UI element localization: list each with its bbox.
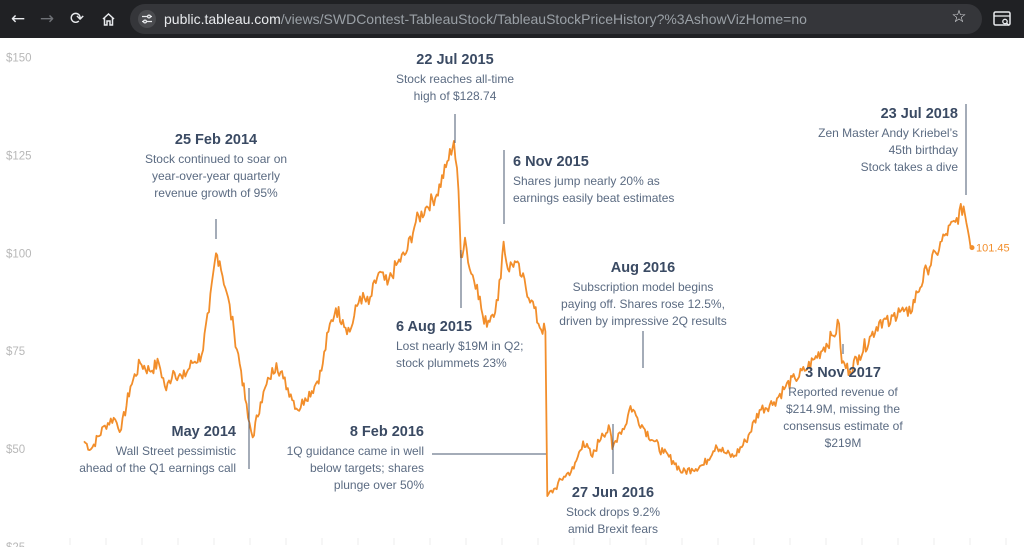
stock-price-line[interactable] bbox=[83, 140, 973, 497]
annotation-text-line: Shares jump nearly 20% as bbox=[513, 174, 660, 188]
annotation: 23 Jul 2018 Zen Master Andy Kriebel’s 45th… bbox=[818, 104, 967, 195]
background-tick-marks bbox=[69, 538, 1007, 545]
annotation-date: 25 Feb 2014 bbox=[175, 132, 257, 148]
annotation-text-line: paying off. Shares rose 12.5%, bbox=[561, 297, 725, 311]
annotation-text-line: Stock continued to soar on bbox=[145, 152, 287, 166]
annotation-text-line: Stock reaches all-time bbox=[396, 72, 514, 86]
y-tick-label: $125 bbox=[6, 150, 32, 162]
annotation: 6 Aug 2015 Lost nearly $19M in Q2; stock p… bbox=[396, 250, 523, 370]
end-point[interactable] bbox=[969, 245, 975, 251]
home-icon[interactable] bbox=[96, 7, 120, 31]
annotation: 6 Nov 2015 Shares jump nearly 20% as earni… bbox=[503, 150, 674, 224]
y-tick-label: $75 bbox=[6, 346, 25, 358]
annotation-date: 6 Nov 2015 bbox=[513, 154, 589, 170]
annotation-text-line: Zen Master Andy Kriebel’s bbox=[818, 126, 958, 140]
annotation-date: 22 Jul 2015 bbox=[416, 52, 493, 68]
annotation-text-line: stock plummets 23% bbox=[396, 356, 507, 370]
annotation: Aug 2016 Subscription model begins paying … bbox=[559, 260, 727, 368]
forward-arrow-icon[interactable]: → bbox=[39, 9, 55, 29]
site-info-icon[interactable] bbox=[138, 10, 156, 28]
annotation: 22 Jul 2015 Stock reaches all-time high of… bbox=[396, 52, 514, 143]
annotation-date: 27 Jun 2016 bbox=[572, 485, 654, 501]
annotation-text-line: $219M bbox=[825, 436, 862, 450]
annotation-text-line: Reported revenue of bbox=[788, 385, 898, 399]
y-tick-label: $25 bbox=[6, 542, 25, 547]
annotation-text-line: below targets; shares bbox=[310, 461, 424, 475]
back-arrow-icon[interactable]: ← bbox=[10, 9, 26, 29]
annotation-date: Aug 2016 bbox=[611, 260, 675, 276]
annotation-text-line: consensus estimate of bbox=[783, 419, 903, 433]
annotation-text-line: year-over-year quarterly bbox=[152, 169, 280, 183]
annotation: 8 Feb 2016 1Q guidance came in well below … bbox=[287, 424, 546, 492]
y-axis: $150 $125 $100 $75 $50 $25 bbox=[6, 53, 32, 552]
annotation-text-line: high of $128.74 bbox=[414, 89, 497, 103]
url-text: public.tableau.com/views/SWDContest-Tabl… bbox=[164, 11, 807, 27]
stock-price-chart: $150 $125 $100 $75 $50 $25 101.45 25 Feb 2014… bbox=[6, 52, 1010, 552]
annotation-text-line: plunge over 50% bbox=[334, 478, 424, 492]
annotation-text-line: Stock drops 9.2% bbox=[566, 505, 660, 519]
annotation-text-line: revenue growth of 95% bbox=[154, 186, 278, 200]
annotation-text-line: Wall Street pessimistic bbox=[116, 444, 236, 458]
annotation-text-line: Subscription model begins bbox=[573, 280, 714, 294]
annotation-text-line: earnings easily beat estimates bbox=[513, 191, 674, 205]
address-bar[interactable]: public.tableau.com/views/SWDContest-Tabl… bbox=[130, 4, 982, 34]
url-path: /views/SWDContest-TableauStock/TableauSt… bbox=[280, 11, 807, 27]
annotation-text-line: Lost nearly $19M in Q2; bbox=[396, 339, 523, 353]
annotation-text-line: ahead of the Q1 earnings call bbox=[79, 461, 236, 475]
tableau-viz: $150 $125 $100 $75 $50 $25 101.45 25 Feb 2014… bbox=[0, 38, 1024, 552]
annotation: May 2014 Wall Street pessimistic ahead of … bbox=[79, 388, 250, 475]
annotation-text-line: 1Q guidance came in well bbox=[287, 444, 424, 458]
annotation: 25 Feb 2014 Stock continued to soar on yea… bbox=[145, 132, 287, 239]
annotation-text-line: amid Brexit fears bbox=[568, 522, 658, 536]
annotation-text-line: driven by impressive 2Q results bbox=[559, 314, 726, 328]
y-tick-label: $150 bbox=[6, 53, 32, 65]
annotation-date: 8 Feb 2016 bbox=[350, 424, 424, 440]
reload-icon[interactable]: ⟳ bbox=[69, 9, 85, 29]
annotations: 25 Feb 2014 Stock continued to soar on yea… bbox=[79, 52, 967, 536]
browser-toolbar: ← → ⟳ public.tableau.com/views/SWDContes… bbox=[0, 0, 1024, 38]
url-host: public.tableau.com bbox=[164, 11, 281, 27]
annotation-date: 3 Nov 2017 bbox=[805, 365, 881, 381]
annotation-text-line: Stock takes a dive bbox=[861, 160, 959, 174]
search-panel-icon[interactable] bbox=[992, 9, 1012, 29]
end-value-label: 101.45 bbox=[976, 243, 1010, 255]
annotation-date: 6 Aug 2015 bbox=[396, 319, 472, 335]
annotation-text-line: 45th birthday bbox=[889, 143, 958, 157]
annotation: 27 Jun 2016 Stock drops 9.2% amid Brexit f… bbox=[566, 424, 660, 536]
annotation-text-line: $214.9M, missing the bbox=[786, 402, 900, 416]
annotation-date: May 2014 bbox=[172, 424, 237, 440]
y-tick-label: $50 bbox=[6, 444, 25, 456]
annotation: 3 Nov 2017 Reported revenue of $214.9M, mi… bbox=[783, 344, 903, 450]
y-tick-label: $100 bbox=[6, 248, 32, 260]
annotation-date: 23 Jul 2018 bbox=[881, 106, 958, 122]
star-icon[interactable]: ☆ bbox=[951, 7, 967, 27]
